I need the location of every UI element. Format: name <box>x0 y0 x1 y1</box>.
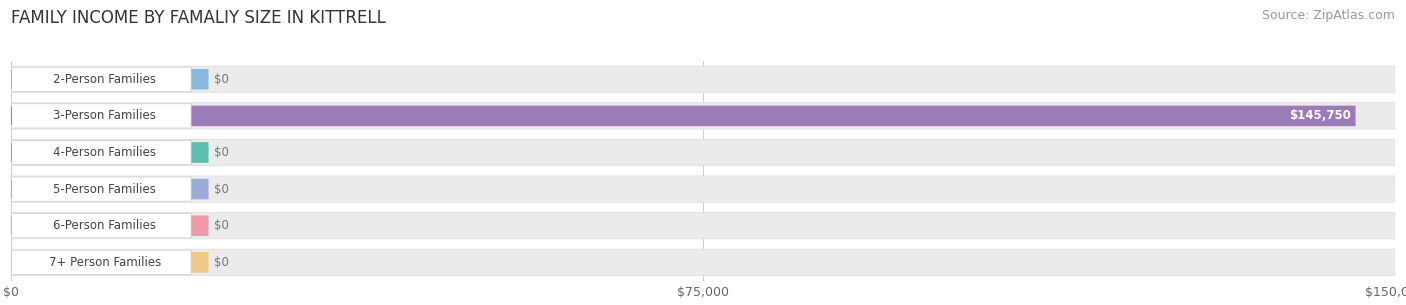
Text: $0: $0 <box>214 146 228 159</box>
FancyBboxPatch shape <box>11 214 191 238</box>
Text: 5-Person Families: 5-Person Families <box>53 183 156 196</box>
FancyBboxPatch shape <box>11 176 1395 202</box>
FancyBboxPatch shape <box>11 104 191 128</box>
Text: $145,750: $145,750 <box>1289 109 1351 122</box>
FancyBboxPatch shape <box>184 252 208 273</box>
FancyBboxPatch shape <box>11 103 1395 129</box>
Text: 7+ Person Families: 7+ Person Families <box>49 256 160 269</box>
FancyBboxPatch shape <box>11 106 1355 126</box>
FancyBboxPatch shape <box>184 215 208 236</box>
FancyBboxPatch shape <box>11 213 1395 239</box>
FancyBboxPatch shape <box>11 139 1395 166</box>
Text: $0: $0 <box>214 256 228 269</box>
Text: 3-Person Families: 3-Person Families <box>53 109 156 122</box>
FancyBboxPatch shape <box>11 250 191 274</box>
FancyBboxPatch shape <box>11 177 191 201</box>
FancyBboxPatch shape <box>184 69 208 90</box>
Text: $0: $0 <box>214 183 228 196</box>
Text: Source: ZipAtlas.com: Source: ZipAtlas.com <box>1261 9 1395 22</box>
Text: 2-Person Families: 2-Person Families <box>53 73 156 86</box>
Text: $0: $0 <box>214 73 228 86</box>
FancyBboxPatch shape <box>11 66 1395 92</box>
FancyBboxPatch shape <box>11 140 191 165</box>
Text: $0: $0 <box>214 219 228 232</box>
FancyBboxPatch shape <box>184 179 208 199</box>
FancyBboxPatch shape <box>184 142 208 163</box>
Text: FAMILY INCOME BY FAMALIY SIZE IN KITTRELL: FAMILY INCOME BY FAMALIY SIZE IN KITTREL… <box>11 9 387 27</box>
Text: 4-Person Families: 4-Person Families <box>53 146 156 159</box>
FancyBboxPatch shape <box>11 249 1395 275</box>
FancyBboxPatch shape <box>11 67 191 91</box>
Text: 6-Person Families: 6-Person Families <box>53 219 156 232</box>
